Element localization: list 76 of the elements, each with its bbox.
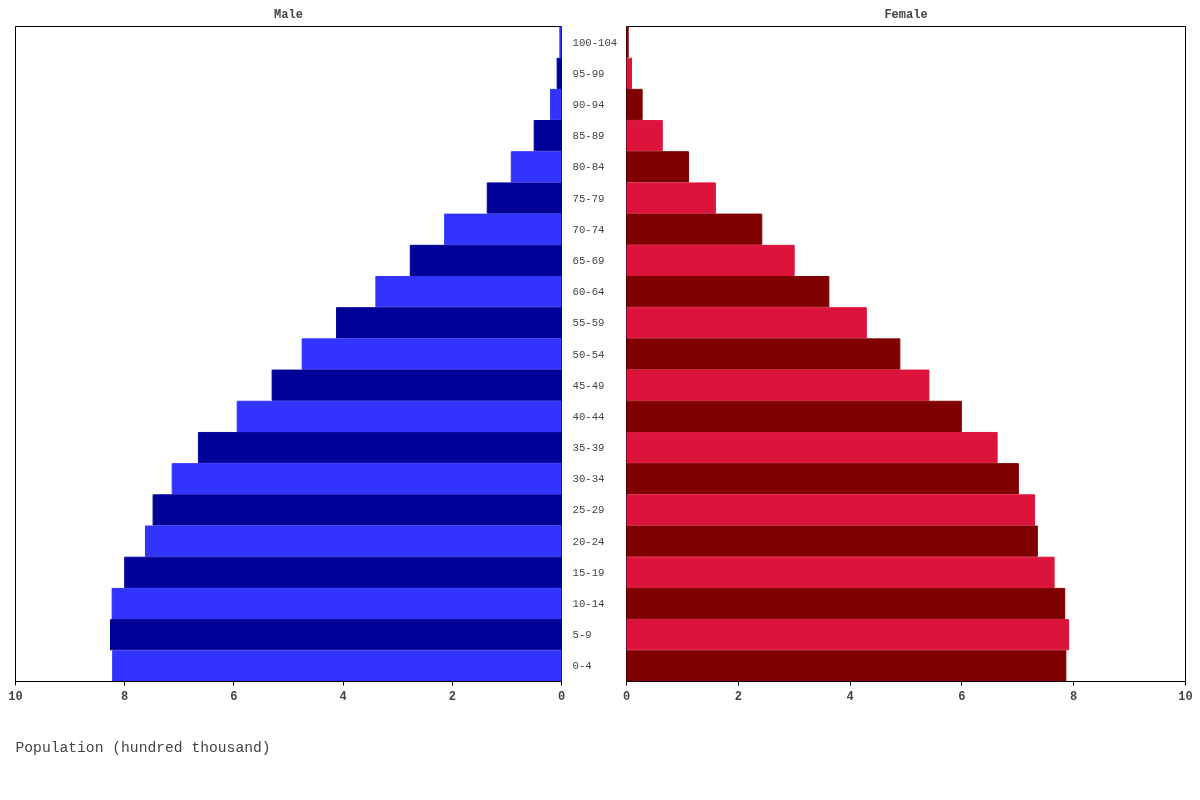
- y-tick-label: 15-19: [572, 566, 605, 579]
- bar: [556, 57, 562, 89]
- x-tick-label: 8: [121, 689, 129, 704]
- x-tick-label: 6: [230, 689, 238, 704]
- bar: [626, 587, 1066, 620]
- y-tick-label: 65-69: [572, 254, 605, 267]
- x-axis-title: Population (hundred thousand): [15, 739, 271, 756]
- y-tick-label: 80-84: [572, 161, 605, 174]
- bar: [112, 650, 562, 682]
- y-tick-label: 60-64: [572, 286, 605, 299]
- y-tick-label: 0-4: [572, 660, 592, 673]
- bar: [550, 88, 562, 121]
- bar: [271, 369, 562, 401]
- y-tick-label: 55-59: [572, 317, 605, 330]
- bar: [626, 57, 633, 89]
- y-tick-label: 90-94: [572, 98, 605, 111]
- chart-title: Female: [884, 7, 928, 22]
- y-tick-label: 20-24: [572, 535, 605, 548]
- bar: [626, 307, 867, 339]
- bar: [197, 431, 562, 464]
- bar: [626, 244, 795, 277]
- x-tick-label: 2: [734, 689, 742, 704]
- bar: [626, 556, 1055, 588]
- x-tick-label: 8: [1070, 689, 1078, 704]
- y-tick-label: 10-14: [572, 598, 605, 611]
- bar: [626, 525, 1038, 557]
- bar: [171, 463, 562, 495]
- bar: [144, 525, 562, 557]
- bar: [375, 275, 562, 308]
- y-tick-label: 75-79: [572, 192, 605, 205]
- bar: [626, 182, 716, 214]
- x-tick-label: 0: [622, 689, 631, 704]
- bar: [486, 182, 562, 214]
- y-tick-label: 95-99: [572, 67, 605, 80]
- y-tick-label: 85-89: [572, 130, 605, 143]
- bar: [110, 619, 562, 651]
- y-tick-label: 5-9: [572, 629, 592, 642]
- bar: [626, 619, 1070, 651]
- bar: [236, 400, 562, 433]
- bar: [626, 369, 930, 401]
- bar: [533, 120, 562, 152]
- bar: [626, 213, 763, 245]
- bar: [626, 463, 1019, 495]
- y-tick-label: 40-44: [572, 410, 605, 423]
- bar: [510, 151, 562, 183]
- y-tick-label: 70-74: [572, 223, 605, 236]
- bar: [626, 88, 643, 121]
- bar: [111, 587, 562, 620]
- y-tick-label: 45-49: [572, 379, 605, 392]
- y-tick-label: 25-29: [572, 504, 605, 517]
- bar: [409, 244, 562, 277]
- bar: [626, 400, 962, 433]
- x-tick-label: 4: [846, 689, 854, 704]
- bar: [124, 556, 562, 588]
- bar: [152, 494, 562, 526]
- bar: [626, 431, 998, 464]
- bar: [626, 151, 690, 183]
- x-tick-label: 4: [339, 689, 347, 704]
- x-tick-label: 10: [8, 689, 23, 704]
- y-tick-label: 30-34: [572, 473, 605, 486]
- bar: [336, 307, 562, 339]
- bar: [626, 338, 901, 370]
- x-tick-label: 2: [448, 689, 456, 704]
- y-tick-label: 35-39: [572, 442, 605, 455]
- x-tick-label: 10: [1178, 689, 1193, 704]
- bar: [626, 275, 830, 308]
- bar: [626, 120, 663, 152]
- x-tick-label: 0: [557, 689, 566, 704]
- bar: [626, 494, 1036, 526]
- bar: [444, 213, 562, 245]
- y-tick-label: 50-54: [572, 348, 605, 361]
- chart-title: Male: [274, 7, 303, 22]
- x-tick-label: 6: [958, 689, 966, 704]
- bar: [301, 338, 562, 370]
- y-tick-label: 100-104: [572, 36, 618, 49]
- bar: [626, 650, 1067, 682]
